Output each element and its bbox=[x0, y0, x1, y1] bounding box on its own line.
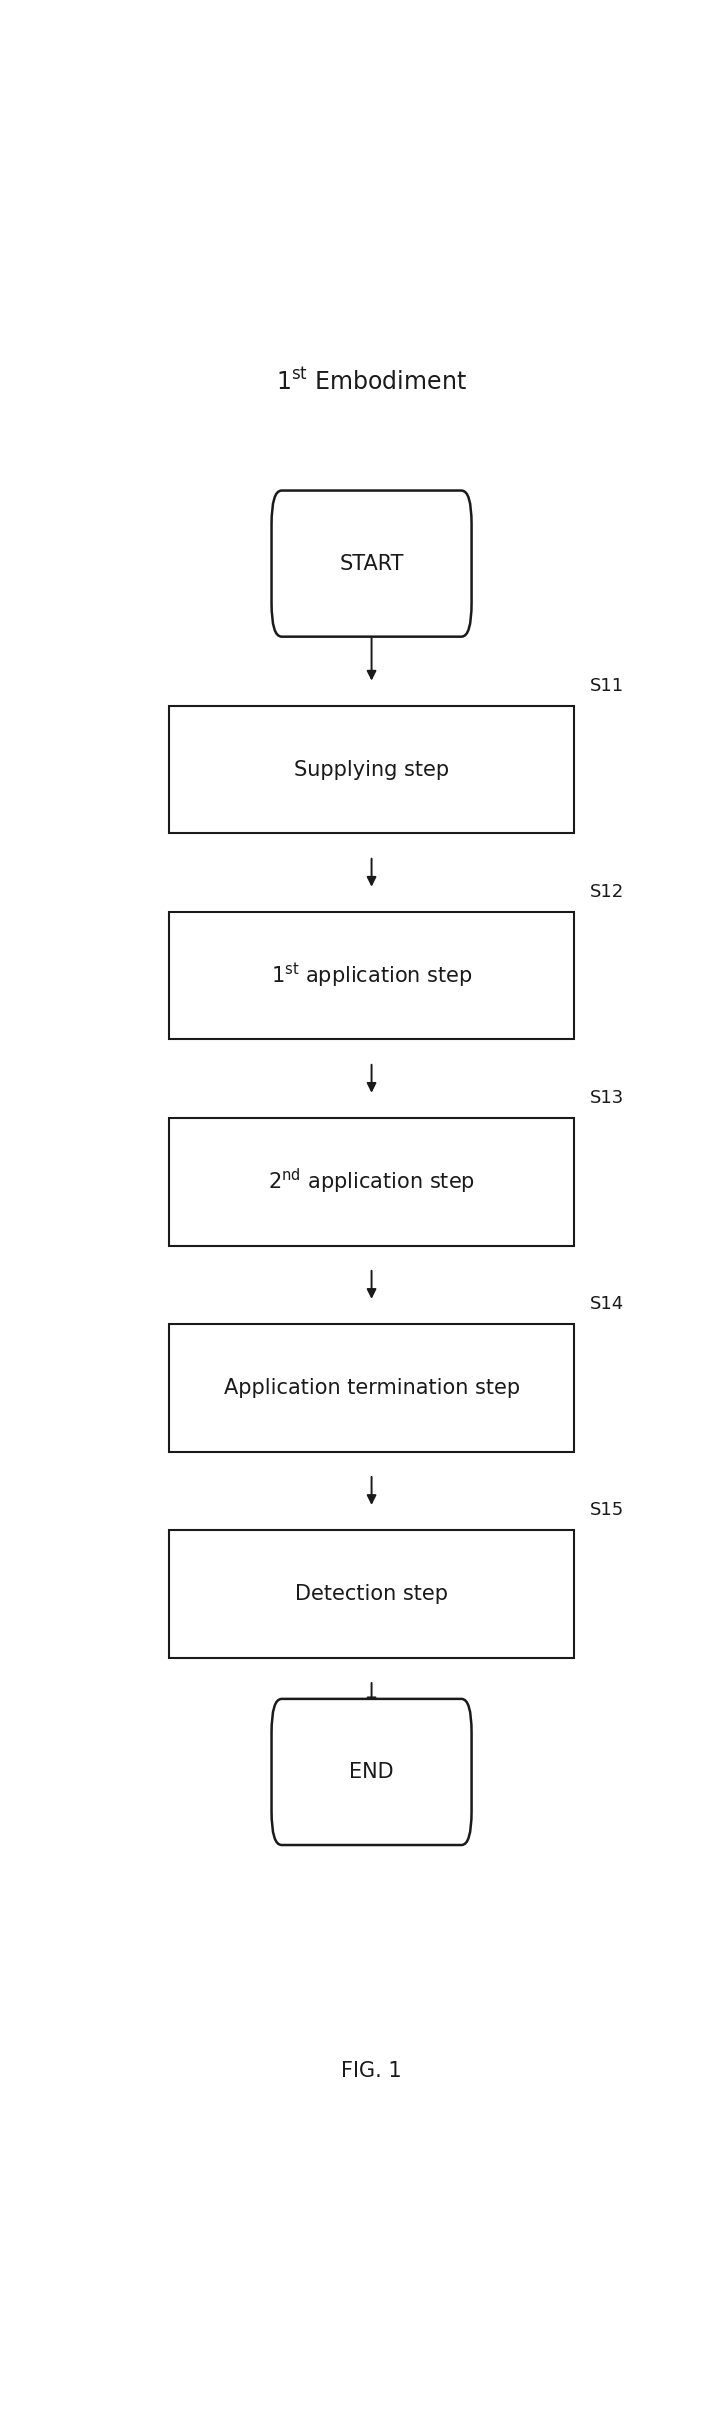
Text: END: END bbox=[349, 1761, 394, 1781]
Bar bbox=[170, 1119, 574, 1246]
Text: $\mathregular{2^{nd}}$ application step: $\mathregular{2^{nd}}$ application step bbox=[268, 1168, 475, 1197]
Bar bbox=[170, 912, 574, 1039]
Text: FIG. 1: FIG. 1 bbox=[341, 2061, 402, 2080]
Text: S11: S11 bbox=[590, 676, 624, 696]
Text: Application termination step: Application termination step bbox=[223, 1377, 520, 1399]
Text: Detection step: Detection step bbox=[295, 1584, 448, 1603]
Text: $\mathregular{1^{st}}$ Embodiment: $\mathregular{1^{st}}$ Embodiment bbox=[276, 367, 467, 394]
Text: S12: S12 bbox=[590, 883, 624, 900]
Bar bbox=[170, 1324, 574, 1453]
Text: START: START bbox=[339, 555, 404, 574]
Text: Supplying step: Supplying step bbox=[294, 759, 449, 779]
FancyBboxPatch shape bbox=[272, 1698, 471, 1844]
FancyBboxPatch shape bbox=[272, 491, 471, 637]
Text: S15: S15 bbox=[590, 1501, 624, 1518]
Text: $\mathregular{1^{st}}$ application step: $\mathregular{1^{st}}$ application step bbox=[270, 961, 473, 990]
Text: S13: S13 bbox=[590, 1090, 624, 1107]
Text: S14: S14 bbox=[590, 1294, 624, 1314]
Bar bbox=[170, 1530, 574, 1657]
Bar bbox=[170, 706, 574, 835]
